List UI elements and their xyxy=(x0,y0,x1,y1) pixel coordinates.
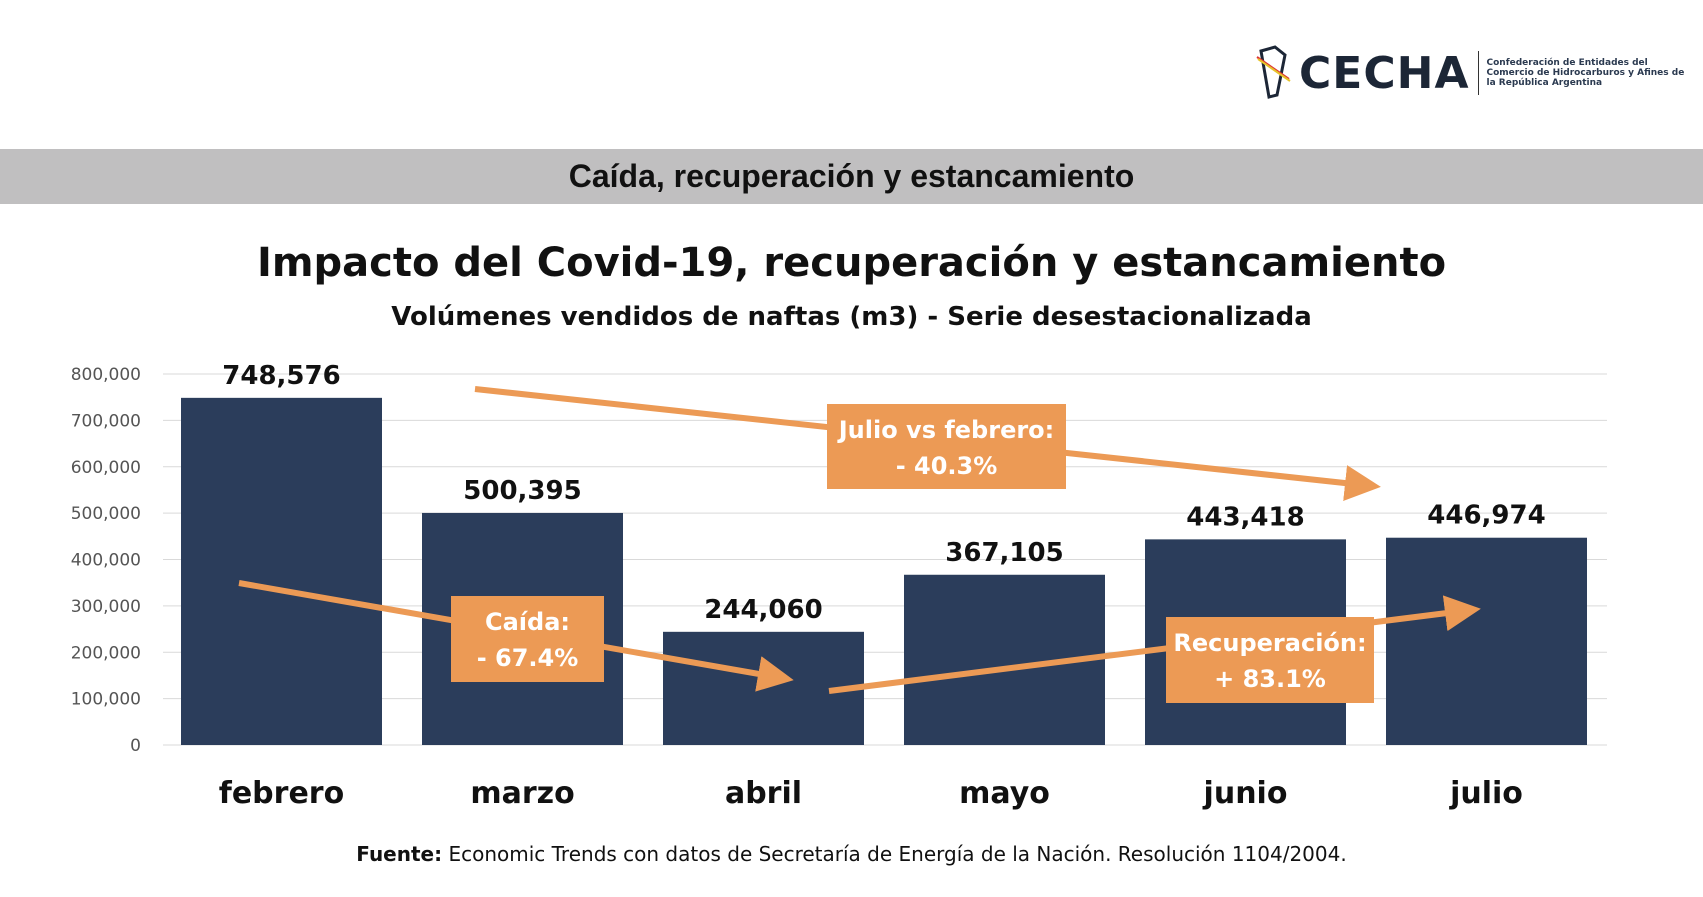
annotation-text: Caída: xyxy=(485,608,570,636)
y-tick-label: 700,000 xyxy=(71,411,141,431)
data-label: 244,060 xyxy=(704,595,822,625)
source-note: Fuente: Economic Trends con datos de Sec… xyxy=(0,842,1703,866)
source-label: Fuente: xyxy=(356,842,443,866)
data-label: 500,395 xyxy=(463,476,581,506)
data-label: 367,105 xyxy=(945,538,1063,568)
bar-febrero xyxy=(181,397,382,745)
x-tick-label: febrero xyxy=(219,776,344,811)
y-tick-label: 800,000 xyxy=(71,365,141,385)
x-tick-label: abril xyxy=(725,776,802,811)
section-band: Caída, recuperación y estancamiento xyxy=(0,149,1703,204)
logo-wordmark: CECHA xyxy=(1299,47,1470,99)
data-label: 446,974 xyxy=(1427,501,1545,531)
annotation-box xyxy=(1166,617,1374,703)
annotation-text: Recuperación: xyxy=(1173,629,1366,657)
x-tick-label: julio xyxy=(1449,776,1523,811)
annotation-value: + 83.1% xyxy=(1214,665,1326,693)
cecha-logo: CECHA Confederación de Entidades del Com… xyxy=(1255,45,1687,101)
y-tick-label: 400,000 xyxy=(71,551,141,571)
annotation-box xyxy=(451,596,604,682)
x-tick-label: marzo xyxy=(470,776,574,811)
y-tick-label: 0 xyxy=(130,736,141,756)
annotation-text: Julio vs febrero: xyxy=(837,416,1055,444)
x-tick-label: junio xyxy=(1203,776,1288,811)
band-title: Caída, recuperación y estancamiento xyxy=(568,158,1135,194)
y-tick-label: 600,000 xyxy=(71,458,141,478)
logo-description: Confederación de Entidades del Comercio … xyxy=(1486,58,1685,88)
data-label: 748,576 xyxy=(222,361,340,391)
y-tick-label: 300,000 xyxy=(71,597,141,617)
annotation-value: - 67.4% xyxy=(477,644,579,672)
y-tick-label: 100,000 xyxy=(71,690,141,710)
annotation-value: - 40.3% xyxy=(896,452,998,480)
source-text: Economic Trends con datos de Secretaría … xyxy=(442,842,1347,866)
chart-subtitle: Volúmenes vendidos de naftas (m3) - Seri… xyxy=(391,302,1312,332)
harp-logo-icon xyxy=(1256,45,1291,99)
bar-julio xyxy=(1386,537,1587,745)
data-label: 443,418 xyxy=(1186,502,1304,532)
chart-title: Impacto del Covid-19, recuperación y est… xyxy=(256,240,1447,286)
x-tick-label: mayo xyxy=(959,776,1050,811)
annotation-box xyxy=(827,404,1066,489)
y-tick-label: 500,000 xyxy=(71,504,141,524)
y-tick-label: 200,000 xyxy=(71,643,141,663)
logo-divider xyxy=(1477,51,1479,95)
